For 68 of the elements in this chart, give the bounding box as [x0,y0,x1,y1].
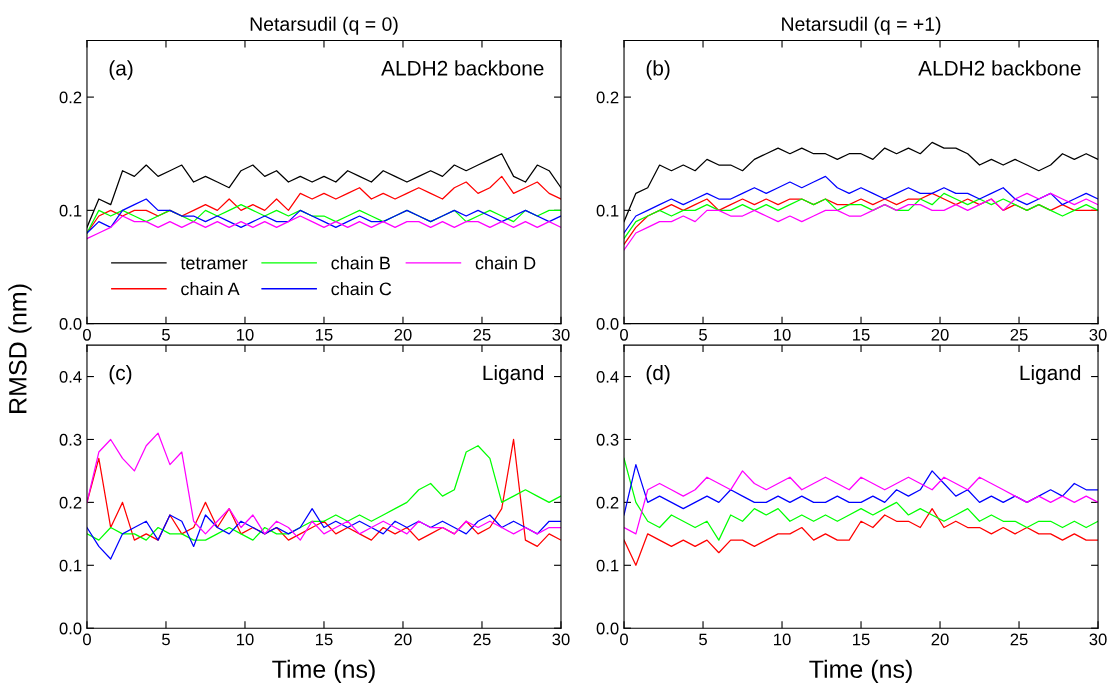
x-tick-label: 0 [620,328,629,341]
x-tick-label: 30 [552,633,570,646]
line-series [86,215,561,240]
x-tick-label: 10 [774,633,791,646]
x-tick-label: 10 [236,633,254,646]
y-tick-label: 0.1 [596,559,619,572]
x-tick-label: 20 [394,328,412,341]
x-tick-label: 25 [1010,633,1028,646]
x-tick-label: 15 [853,329,870,341]
y-tick-label: 0.2 [596,91,619,104]
x-tick-label: 15 [315,329,333,341]
line-series [624,470,1099,535]
y-tick-label: 0.1 [59,559,82,572]
line-series [624,175,1099,234]
x-tick-label: 5 [699,329,707,341]
y-tick-label: 0.3 [59,433,82,446]
x-tick-label: 20 [931,328,949,341]
chart-title: Netarsudil (q = +1) [782,16,941,35]
y-tick-label: 0.0 [596,317,619,330]
annotation: ALDH2 backbone [381,60,544,76]
y-tick-label: 0.1 [596,204,619,217]
annotation: Ligand [483,364,544,385]
x-axis-title: Time (ns) [809,659,912,683]
annotation: (d) [646,364,670,385]
annotation: Ligand [1020,364,1081,385]
x-tick-label: 0 [82,633,91,646]
y-tick-label: 0.3 [596,433,619,446]
annotation: (b) [646,60,670,80]
x-tick-label: 25 [473,328,491,341]
annotation: (a) [109,60,133,80]
y-tick-label: 0.4 [596,370,619,383]
x-tick-label: 20 [394,633,412,646]
annotation: ALDH2 backbone [918,60,1081,76]
y-tick-label: 0.0 [596,622,619,635]
x-tick-label: 20 [931,633,949,646]
y-tick-label: 0.0 [59,317,82,330]
y-tick-label: 0.4 [59,370,82,383]
chart-title: Netarsudil (q = 0) [250,16,398,35]
legend-label: chain A [181,282,240,296]
x-tick-label: 30 [1089,633,1107,646]
x-tick-label: 0 [620,633,629,646]
line-series [86,508,561,560]
x-tick-label: 5 [162,329,170,341]
y-tick-label: 0.2 [59,91,82,104]
x-tick-label: 5 [162,633,170,646]
line-series [86,198,561,234]
annotation: (c) [109,364,132,385]
x-tick-label: 30 [552,328,570,341]
legend-label: tetramer [180,257,248,270]
y-tick-label: 0.2 [596,496,619,509]
x-tick-label: 25 [473,633,491,646]
y-tick-label: 0.2 [59,496,82,509]
x-tick-label: 10 [236,328,254,341]
legend-label: chain B [331,256,390,270]
x-tick-label: 30 [1089,328,1107,341]
x-tick-label: 5 [699,633,707,646]
x-axis-title: Time (ns) [272,659,375,683]
y-tick-label: 0.0 [59,622,82,635]
y-axis-title: RMSD (nm) [8,284,32,413]
x-tick-label: 0 [82,328,91,341]
x-tick-label: 10 [774,328,791,341]
line-series [624,508,1099,566]
y-tick-label: 0.1 [59,204,82,217]
legend-label: chain C [331,282,392,296]
x-tick-label: 15 [315,633,333,646]
x-tick-label: 25 [1010,328,1028,341]
legend-label: chain D [475,256,536,270]
x-tick-label: 15 [853,633,870,646]
